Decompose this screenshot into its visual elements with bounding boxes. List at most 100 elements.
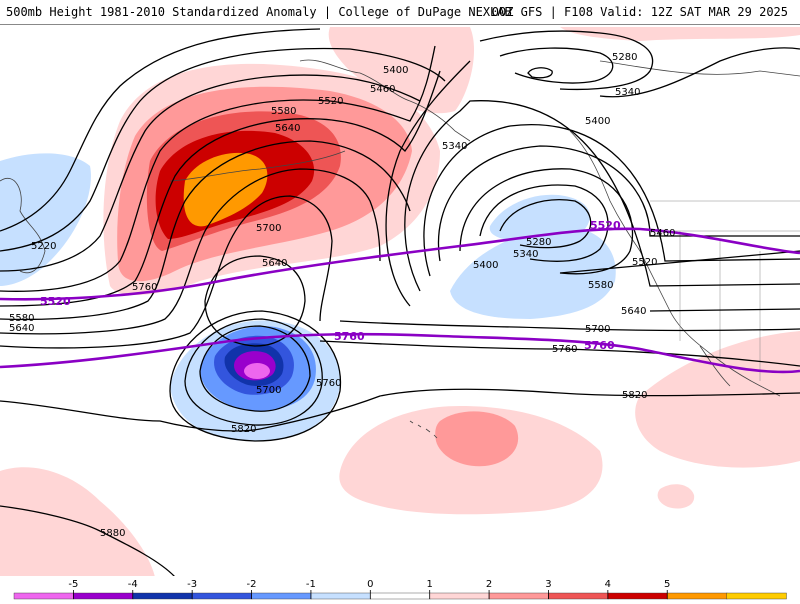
contour-east-5520: [423, 124, 800, 277]
contour-northeast: [599, 47, 800, 98]
legend-swatch: [73, 592, 134, 600]
contour-north-small: [527, 67, 553, 79]
contour-5820: [0, 388, 800, 432]
label-5520-east: 5520: [632, 257, 657, 268]
label-5640-ak: 5640: [275, 123, 300, 134]
model-run-info: 00Z GFS | F108 Valid: 12Z SAT MAR 29 202…: [491, 5, 788, 19]
label-5880-sw: 5880: [100, 528, 125, 539]
contour-5520: [0, 140, 411, 321]
label-5400-trough: 5400: [473, 260, 498, 271]
contour-5640: [0, 195, 333, 349]
legend-tick-label: -5: [68, 579, 78, 590]
legend-svg: -5 -4 -3 -2 -1 0 1 2 3 4 5: [13, 579, 787, 600]
legend-tick-label: -4: [128, 579, 138, 590]
title-bar: 500mb Height 1981-2010 Standardized Anom…: [0, 0, 800, 24]
negative-anomaly-east-2: [489, 194, 590, 241]
positive-anomaly-core: [183, 152, 268, 227]
negative-anomaly-east-1: [450, 226, 616, 319]
label-5580-west: 5580: [9, 313, 34, 324]
legend-tick-label: -3: [187, 579, 197, 590]
contour-5340-west: [0, 74, 421, 272]
label-5760-east: 5760: [552, 344, 577, 355]
positive-anomaly-small: [657, 484, 695, 509]
positive-anomaly-northeast: [560, 27, 800, 41]
coastline-aleutians: [169, 150, 346, 182]
purple-label-5520-east: 5520: [590, 219, 621, 232]
contour-north-5340: [499, 47, 614, 84]
label-5700-east: 5700: [585, 324, 610, 335]
label-5760-low: 5760: [316, 378, 341, 389]
label-5640-west: 5640: [9, 323, 34, 334]
legend-swatch: [667, 592, 728, 600]
contour-east-5580: [404, 100, 800, 292]
label-5340-ne: 5340: [615, 87, 640, 98]
legend-swatch: [132, 592, 193, 600]
legend-swatch: [548, 592, 609, 600]
purple-label-5760-east: 5760: [584, 339, 615, 352]
purple-label-5760-west: 5760: [334, 330, 365, 343]
label-5580-ak: 5580: [271, 106, 296, 117]
legend-tick-label: 2: [486, 579, 492, 590]
legend-swatch: [429, 592, 490, 600]
purple-line-5760: [0, 332, 800, 374]
reference-line-labels: 5520 5520 5760 5760: [40, 219, 621, 352]
legend-tick-label: 3: [545, 579, 551, 590]
legend-swatch: [251, 592, 312, 600]
label-5640-east: 5640: [621, 306, 646, 317]
legend-ticks: -5 -4 -3 -2 -1 0 1 2 3 4 5: [68, 579, 670, 599]
legend-swatch: [726, 592, 787, 600]
hawaii-islands: [409, 420, 438, 439]
purple-label-5520-west: 5520: [40, 295, 71, 308]
legend-swatch: [13, 592, 75, 600]
legend-tick-label: 0: [367, 579, 373, 590]
label-5460-east: 5460: [650, 228, 675, 239]
label-5580-east: 5580: [588, 280, 613, 291]
contour-low-3: [169, 310, 342, 442]
legend-tick-label: -1: [306, 579, 316, 590]
label-5340-trough: 5340: [513, 249, 538, 260]
reference-lines: [0, 227, 800, 374]
contour-east-5280: [499, 199, 592, 249]
contour-5460: [0, 70, 441, 307]
label-5280-ne: 5280: [612, 52, 637, 63]
contour-5220: [0, 28, 321, 232]
contour-5880: [0, 505, 176, 577]
contour-east-5340: [479, 184, 609, 262]
coastline-arctic: [599, 60, 800, 77]
contour-low-1: [199, 325, 311, 412]
contour-low-2: [184, 318, 323, 426]
legend-swatch: [488, 592, 550, 600]
contour-north-5400: [479, 30, 654, 91]
positive-anomaly-southeast: [635, 331, 800, 468]
positive-anomaly-north: [328, 27, 475, 114]
legend-swatches: [13, 592, 787, 600]
label-5460-ak: 5460: [370, 84, 395, 95]
contour-5580: [0, 168, 381, 335]
legend-swatch: [310, 592, 372, 600]
label-5280-trough: 5280: [526, 237, 551, 248]
label-5400-ak: 5400: [383, 65, 408, 76]
contour-east-5460: [437, 145, 800, 262]
positive-anomaly-south-2: [435, 411, 519, 467]
label-5820-low: 5820: [231, 424, 256, 435]
contour-east-5700: [339, 320, 800, 332]
label-5520-ak: 5520: [318, 96, 343, 107]
legend-swatch: [607, 592, 668, 600]
legend-swatch: [370, 592, 431, 600]
label-5340-gulf: 5340: [442, 141, 467, 152]
legend-tick-label: 4: [605, 579, 611, 590]
negative-anomaly-west: [0, 153, 91, 286]
map-svg: 5280 5340 5400 5400 5460 5520 5580 5640 …: [0, 25, 800, 577]
contour-5400-west: [0, 45, 436, 292]
height-contours: [0, 28, 800, 577]
contour-east-5640: [385, 60, 800, 312]
legend-tick-label: 5: [664, 579, 670, 590]
negative-anomaly-low-core: [244, 363, 270, 379]
map-area: 5280 5340 5400 5400 5460 5520 5580 5640 …: [0, 24, 800, 577]
anomaly-shading: [0, 27, 800, 577]
label-5220-west: 5220: [31, 241, 56, 252]
purple-line-5520: [0, 227, 800, 301]
label-5760-west: 5760: [132, 282, 157, 293]
label-5700-low: 5700: [256, 385, 281, 396]
